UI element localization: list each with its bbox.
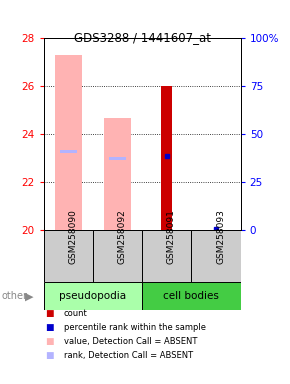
Bar bbox=[59, 150, 77, 153]
Text: GDS3288 / 1441607_at: GDS3288 / 1441607_at bbox=[74, 31, 211, 45]
Text: GSM258092: GSM258092 bbox=[117, 209, 126, 264]
Text: ■: ■ bbox=[45, 337, 53, 346]
Text: percentile rank within the sample: percentile rank within the sample bbox=[64, 323, 206, 332]
Bar bbox=[142, 230, 191, 282]
Text: ■: ■ bbox=[45, 351, 53, 360]
Text: pseudopodia: pseudopodia bbox=[59, 291, 126, 301]
Text: GSM258093: GSM258093 bbox=[216, 209, 225, 264]
Text: ▶: ▶ bbox=[25, 291, 33, 301]
Text: ■: ■ bbox=[45, 323, 53, 332]
Bar bbox=[93, 230, 142, 282]
Text: value, Detection Call = ABSENT: value, Detection Call = ABSENT bbox=[64, 337, 197, 346]
Bar bbox=[191, 230, 241, 282]
Bar bbox=[44, 282, 142, 310]
Bar bbox=[104, 118, 131, 230]
Bar bbox=[44, 230, 93, 282]
Text: count: count bbox=[64, 309, 88, 318]
Text: ■: ■ bbox=[45, 309, 53, 318]
Bar bbox=[109, 157, 126, 160]
Text: rank, Detection Call = ABSENT: rank, Detection Call = ABSENT bbox=[64, 351, 193, 360]
Bar bbox=[55, 55, 82, 230]
Bar bbox=[142, 282, 241, 310]
Text: GSM258090: GSM258090 bbox=[68, 209, 77, 264]
Bar bbox=[161, 86, 172, 230]
Text: cell bodies: cell bodies bbox=[164, 291, 219, 301]
Text: GSM258091: GSM258091 bbox=[167, 209, 176, 264]
Text: other: other bbox=[1, 291, 28, 301]
